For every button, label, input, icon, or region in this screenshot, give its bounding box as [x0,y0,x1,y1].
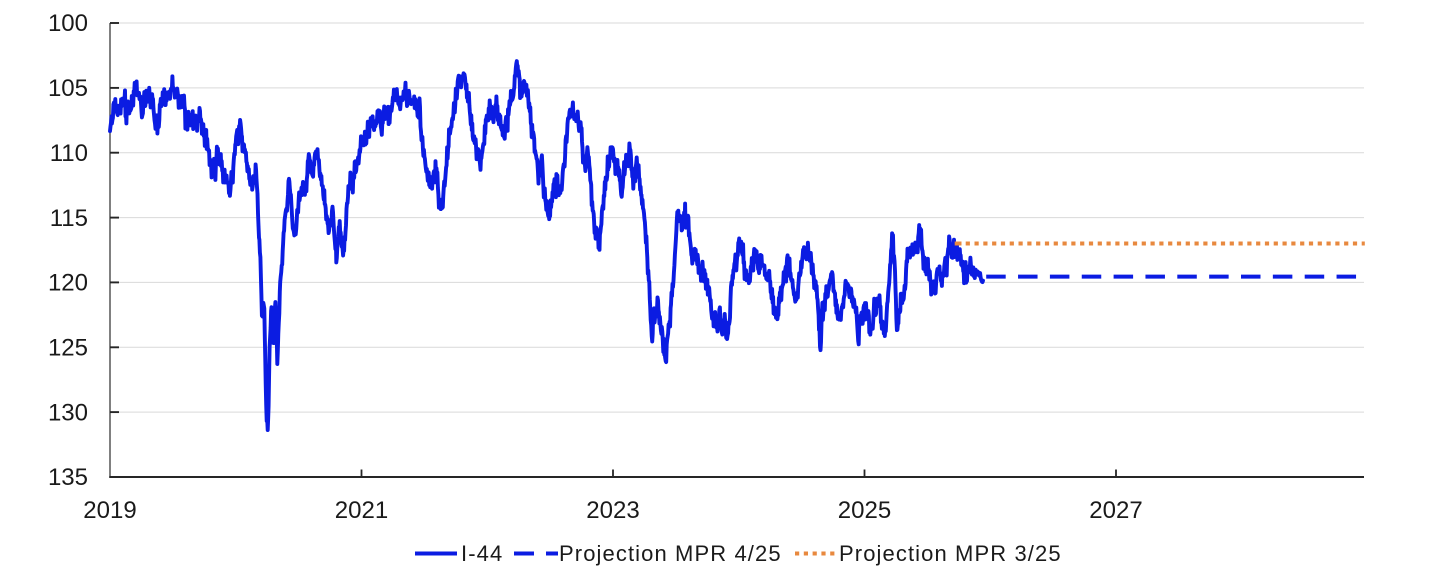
svg-text:2023: 2023 [586,497,639,524]
svg-text:2021: 2021 [335,497,388,524]
svg-text:120: 120 [48,270,88,297]
svg-text:Projection MPR 3/25: Projection MPR 3/25 [839,541,1062,566]
svg-text:115: 115 [50,205,88,232]
svg-text:2019: 2019 [83,497,136,524]
svg-text:Projection MPR 4/25: Projection MPR 4/25 [559,541,782,566]
svg-text:125: 125 [48,335,88,362]
svg-text:135: 135 [48,464,88,491]
svg-text:130: 130 [48,399,88,426]
svg-text:2025: 2025 [838,497,891,524]
svg-text:100: 100 [48,10,88,37]
svg-text:105: 105 [48,75,88,102]
svg-text:2027: 2027 [1089,497,1142,524]
svg-text:110: 110 [50,140,88,167]
svg-text:I-44: I-44 [461,541,503,566]
